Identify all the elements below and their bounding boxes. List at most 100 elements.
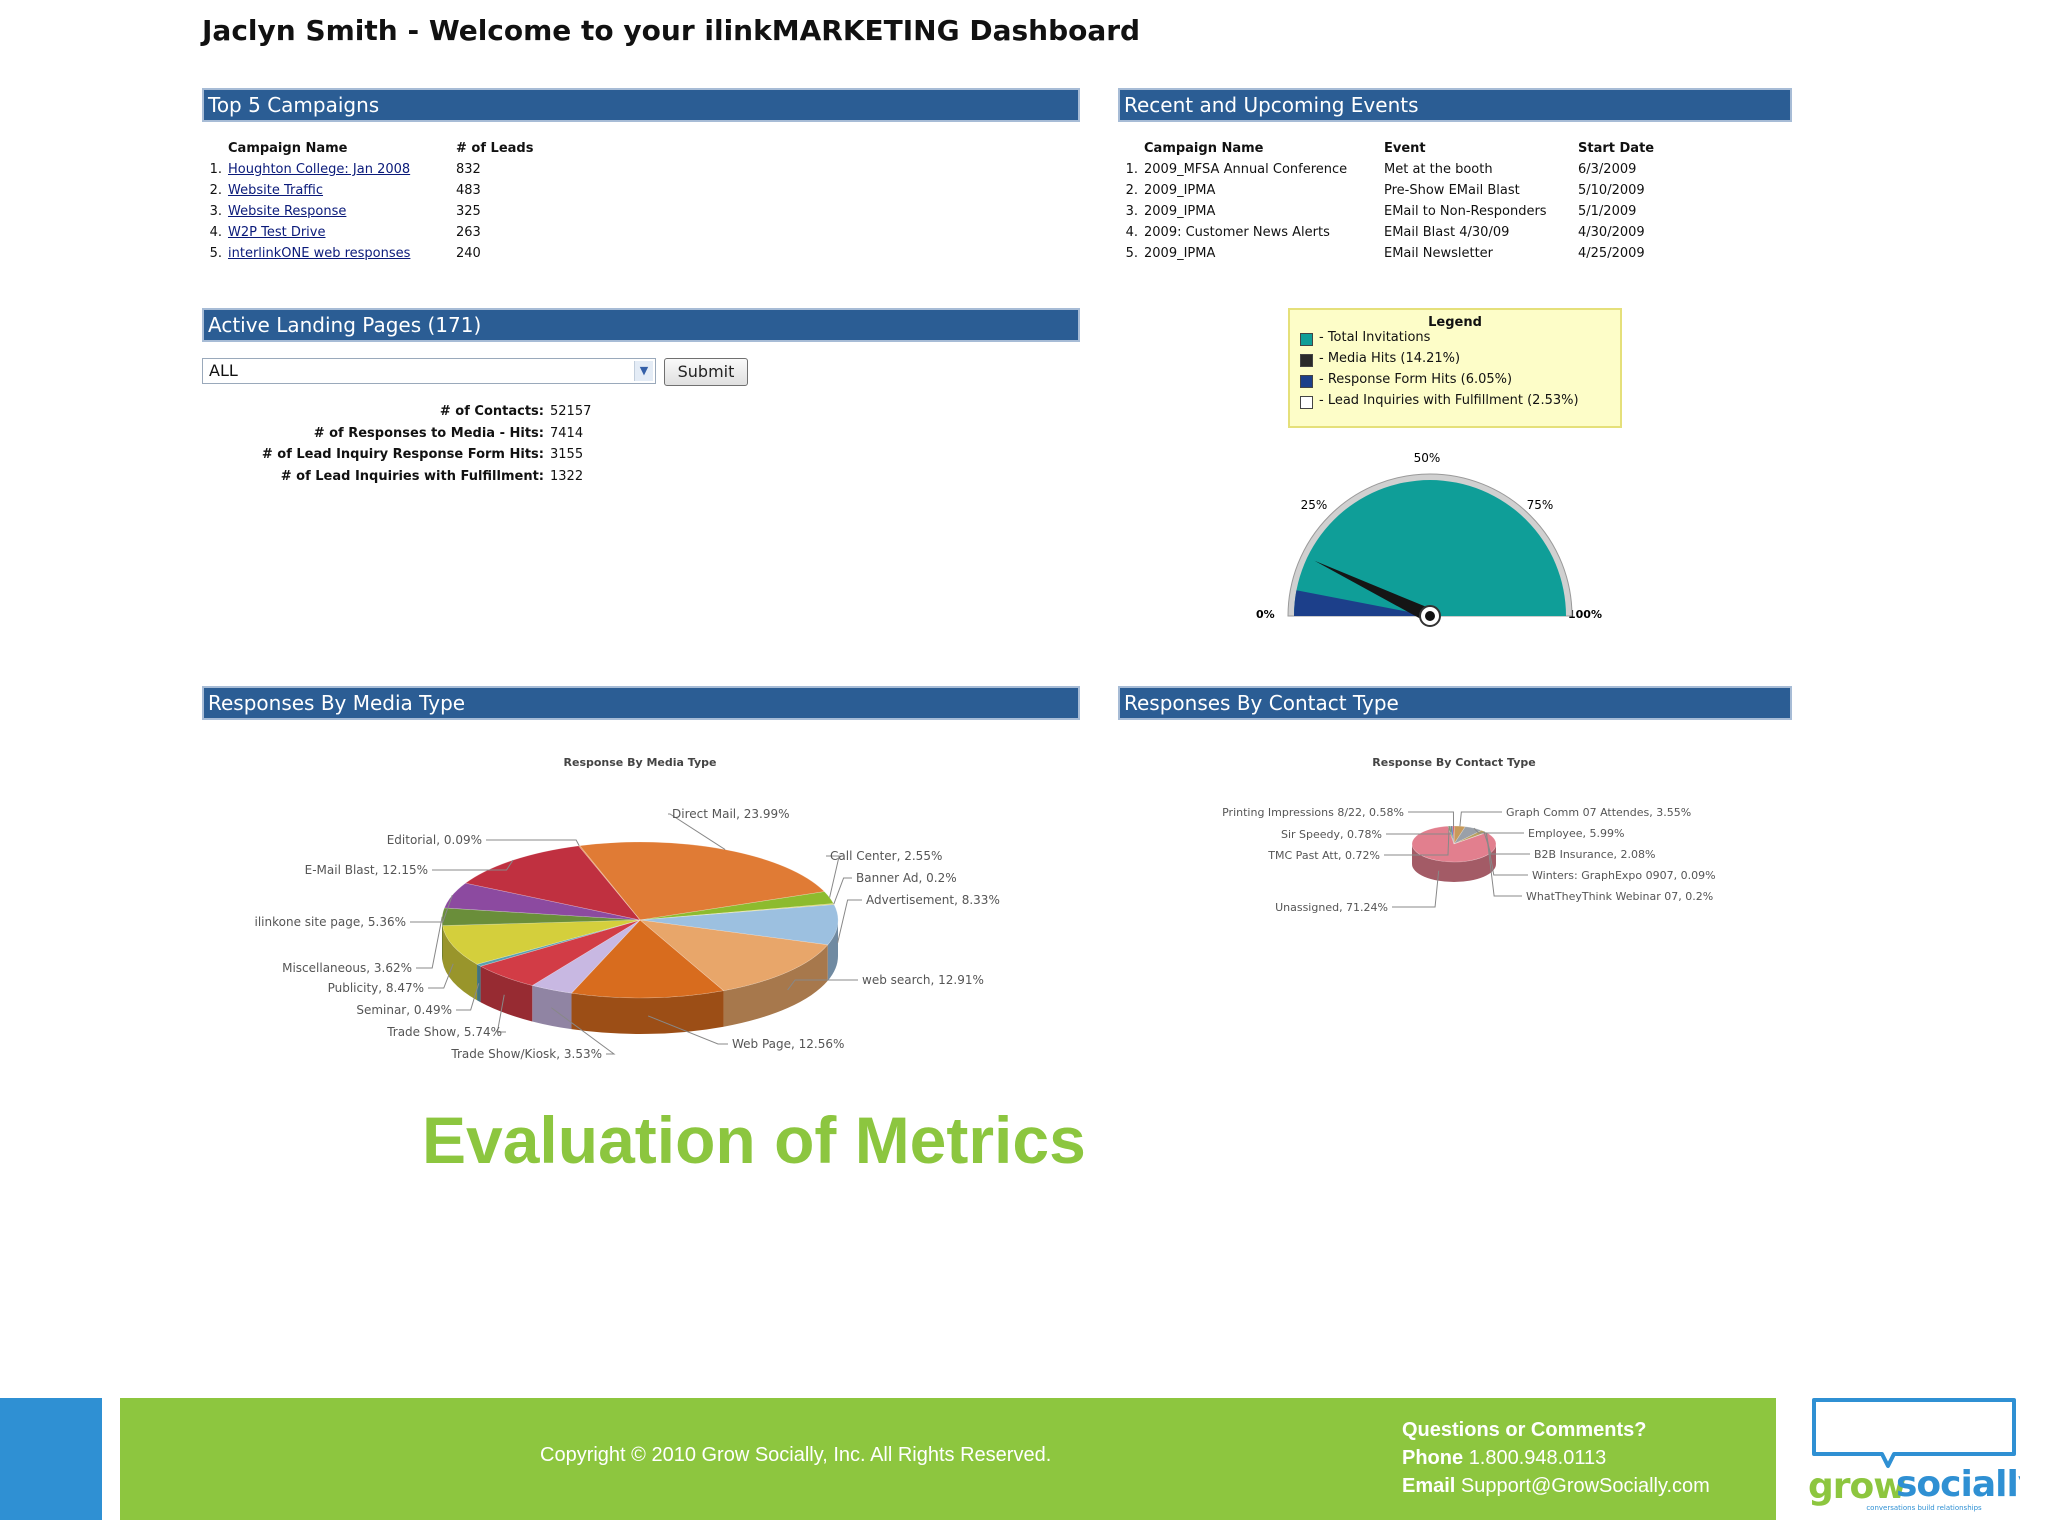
submit-button[interactable]: Submit (664, 358, 748, 386)
footer-copyright: Copyright © 2010 Grow Socially, Inc. All… (540, 1444, 1052, 1466)
pie-leader-line (837, 899, 862, 943)
event-date: 5/10/2009 (1578, 183, 1645, 198)
gauge-label-0: 0% (1256, 608, 1275, 621)
leads-count: 832 (456, 162, 481, 177)
gauge-label-50: 50% (1414, 451, 1441, 465)
top-campaigns-table: Campaign Name # of Leads 1. Houghton Coll… (202, 138, 537, 264)
pie-leader-line (496, 994, 506, 1033)
event-campaign: 2009_MFSA Annual Conference (1144, 162, 1348, 177)
pie-slice-side (442, 920, 443, 962)
pie-slice (531, 919, 641, 994)
table-row: 4. 2009: Customer News Alerts EMail Blast … (1118, 222, 1658, 243)
table-row: 4. W2P Test Drive 263 (202, 222, 537, 243)
column-header: # of Leads (456, 141, 534, 156)
pie-leader-line (551, 1007, 616, 1055)
events-table: Campaign Name Event Start Date 1. 2009_MF… (1118, 138, 1658, 264)
table-row: 5. 2009_IPMA EMail Newsletter 4/25/2009 (1118, 243, 1658, 264)
pie-leader-line (647, 1015, 728, 1045)
gauge-legend: Legend - Total Invitations - Media Hits … (1288, 308, 1622, 428)
landing-page-select[interactable]: ALL ▼ (202, 358, 656, 384)
pie-slice (1411, 825, 1497, 863)
pie-labels-group: Graph Comm 07 Attendes, 3.55% Employee, 5… (1222, 806, 1715, 914)
pie-leader-line (1392, 870, 1440, 908)
legend-item: - Total Invitations (1290, 330, 1620, 351)
pie-slice-label: ilinkone site page, 5.36% (255, 915, 406, 929)
pie-top-group (1411, 825, 1497, 863)
event-name: Met at the booth (1384, 162, 1493, 177)
pie-slice-label: B2B Insurance, 2.08% (1534, 848, 1656, 861)
logo-word-grow: grow (1808, 1466, 1906, 1507)
legend-item: - Media Hits (14.21%) (1290, 351, 1620, 372)
column-header: Campaign Name (228, 141, 348, 156)
table-row: 2. Website Traffic 483 (202, 180, 537, 201)
pie-leader-line (833, 877, 852, 905)
logo-tagline: conversations build relationships (1866, 1504, 1982, 1512)
pie-slice (639, 904, 839, 946)
event-name: EMail Newsletter (1384, 246, 1494, 261)
gauge-label-25: 25% (1301, 498, 1328, 512)
pie-slice-label: Editorial, 0.09% (387, 833, 482, 847)
chevron-down-icon[interactable]: ▼ (634, 361, 653, 381)
event-campaign: 2009_IPMA (1144, 246, 1216, 261)
event-date: 6/3/2009 (1578, 162, 1637, 177)
phone-label: Phone (1402, 1447, 1464, 1469)
footer-contact: Questions or Comments? Phone 1.800.948.0… (1402, 1416, 1710, 1500)
page-title: Jaclyn Smith - Welcome to your ilinkMARK… (202, 14, 1141, 47)
campaign-link[interactable]: Website Traffic (228, 183, 324, 198)
stat-row: # of Contacts: 52157 (202, 404, 591, 426)
pie-leader-line (1386, 825, 1452, 835)
pie-leader-line (416, 916, 443, 969)
leads-count: 240 (456, 246, 481, 261)
pie-side-group (442, 920, 838, 1034)
campaign-link[interactable]: W2P Test Drive (228, 225, 326, 240)
landing-stats: # of Contacts: 52157 # of Responses to Me… (202, 404, 592, 490)
campaign-link[interactable]: interlinkONE web responses (228, 246, 411, 261)
legend-swatch (1300, 354, 1313, 367)
pie-slice-label: Unassigned, 71.24% (1275, 901, 1388, 914)
media-chart-title: Response By Media Type (564, 756, 717, 769)
pie-slice (479, 919, 641, 986)
events-header: Recent and Upcoming Events (1118, 88, 1792, 122)
pie-slice-label: Banner Ad, 0.2% (856, 871, 957, 885)
event-name: Pre-Show EMail Blast (1384, 183, 1520, 198)
column-header: Start Date (1578, 141, 1655, 156)
pie-slice-label: web search, 12.91% (862, 973, 984, 987)
table-row: 2. 2009_IPMA Pre-Show EMail Blast 5/10/2009 (1118, 180, 1658, 201)
top-campaigns-header: Top 5 Campaigns (202, 88, 1080, 122)
pie-slice-side (827, 920, 838, 981)
grow-socially-logo: grow socially conversations build relati… (1808, 1398, 2020, 1512)
row-index: 4. (1125, 225, 1138, 240)
gauge-label-75: 75% (1527, 498, 1554, 512)
pie-slice (570, 919, 725, 999)
stat-row: # of Responses to Media - Hits: 7414 (202, 426, 591, 448)
stat-label: # of Lead Inquiry Response Form Hits: (261, 447, 544, 462)
pie-leader-line (1485, 832, 1528, 876)
pie-slice-label: Trade Show/Kiosk, 3.53% (450, 1047, 602, 1061)
event-name: EMail Blast 4/30/09 (1384, 225, 1510, 240)
pie-slice-label: Advertisement, 8.33% (866, 893, 1000, 907)
gauge-needle (1314, 560, 1434, 623)
pie-slice (464, 845, 641, 921)
row-index: 2. (1125, 183, 1138, 198)
pie-leader-line (1485, 832, 1522, 897)
email-address[interactable]: Support@GrowSocially.com (1460, 1475, 1710, 1497)
pie-slice-label: Miscellaneous, 3.62% (282, 961, 412, 975)
pie-leader-line (1483, 831, 1530, 855)
campaign-link[interactable]: Website Response (228, 204, 347, 219)
campaign-link[interactable]: Houghton College: Jan 2008 (228, 162, 411, 177)
logo-word-socially: socially (1896, 1464, 2020, 1505)
contact-type-header: Responses By Contact Type (1118, 686, 1792, 720)
speech-bubble-icon (1812, 1398, 2016, 1468)
pie-slice-label: Call Center, 2.55% (830, 849, 942, 863)
leads-count: 483 (456, 183, 481, 198)
media-pie-chart: Response By Media Type Direct Mail, 23.9… (255, 756, 1000, 1061)
pie-slice (1453, 826, 1483, 845)
pie-slice-side (571, 990, 724, 1034)
stat-value: 3155 (550, 447, 584, 462)
pie-slice (476, 919, 641, 967)
gauge-fill (1294, 480, 1566, 616)
event-campaign: 2009_IPMA (1144, 183, 1216, 198)
stat-value: 1322 (550, 468, 584, 484)
pie-slice (443, 882, 641, 921)
phone-number[interactable]: 1.800.948.0113 (1468, 1447, 1607, 1469)
